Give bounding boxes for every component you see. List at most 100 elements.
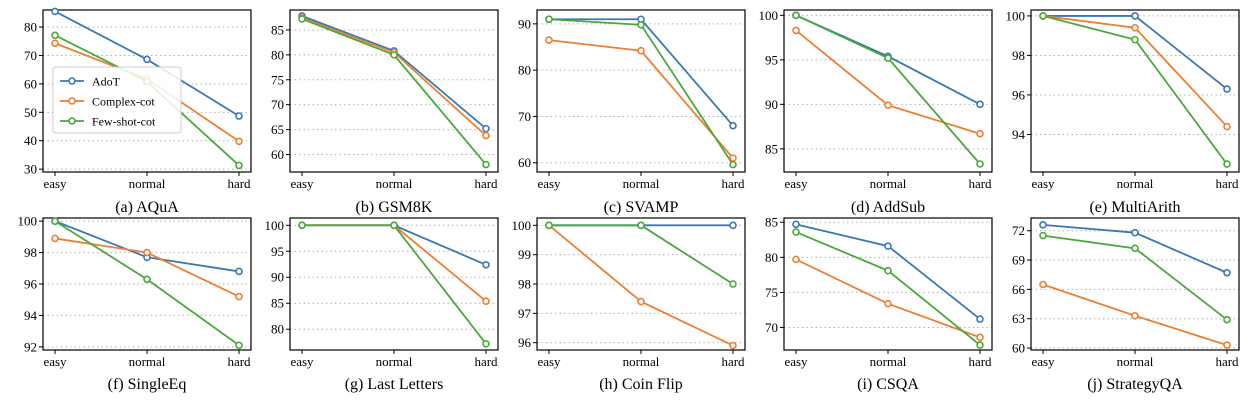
point-complex-cot <box>884 299 892 308</box>
y-tick-label: 70 <box>765 320 778 335</box>
point-complex-cot <box>51 39 59 48</box>
point-few-shot-cot <box>1131 244 1139 253</box>
point-adot <box>976 100 984 109</box>
series-line-few-shot-cot <box>301 18 487 166</box>
chart-f: 92 94 96 98 100 easy normal hard (f) SingleEq <box>18 214 252 393</box>
y-tick-label: 100 <box>759 8 779 23</box>
y-tick-label: 75 <box>271 72 284 87</box>
x-tick-label: normal <box>129 354 166 369</box>
legend-label-complex-cot: Complex-cot <box>92 95 155 109</box>
point-complex-cot <box>1223 122 1231 131</box>
x-tick-label: hard <box>1215 354 1239 369</box>
chart-b: 60 65 70 75 80 85 easy normal hard (b) GSM8K <box>271 9 499 216</box>
point-few-shot-cot <box>51 31 59 40</box>
point-few-shot-cot <box>143 275 151 284</box>
series-line-complex-cot <box>795 29 981 135</box>
point-complex-cot <box>143 248 151 257</box>
x-tick-label: hard <box>721 354 745 369</box>
y-tick-label: 100 <box>1006 8 1026 23</box>
axes-frame <box>536 9 746 173</box>
y-tick-label: 85 <box>765 215 778 230</box>
y-tick-label: 60 <box>1012 341 1025 356</box>
y-tick-label: 90 <box>271 270 284 285</box>
series-line-complex-cot <box>301 17 487 137</box>
x-tick-label: easy <box>537 354 561 369</box>
point-complex-cot <box>976 333 984 342</box>
chart-caption: (b) GSM8K <box>356 199 433 216</box>
chart-caption: (f) SingleEq <box>108 376 187 393</box>
y-tick-label: 99 <box>518 247 531 262</box>
y-tick-label: 85 <box>271 22 284 37</box>
x-tick-label: normal <box>623 176 660 191</box>
point-few-shot-cot <box>235 341 243 350</box>
y-tick-label: 80 <box>24 20 37 35</box>
point-adot <box>1223 268 1231 277</box>
point-few-shot-cot <box>298 15 306 23</box>
point-few-shot-cot <box>884 266 892 275</box>
x-tick-label: hard <box>721 176 745 191</box>
point-complex-cot <box>1039 280 1047 289</box>
chart-j: 60 63 66 69 72 easy normal hard (j) StrategyQA <box>1012 217 1240 393</box>
y-tick-label: 98 <box>518 277 531 292</box>
chart-caption: (e) MultiArith <box>1089 199 1180 216</box>
point-adot <box>1223 85 1231 93</box>
y-tick-label: 75 <box>765 285 778 300</box>
point-few-shot-cot <box>976 341 984 349</box>
y-tick-label: 70 <box>24 48 37 63</box>
point-few-shot-cot <box>1039 12 1047 20</box>
chart-i: 70 75 80 85 easy normal hard (i) CSQA <box>765 215 993 393</box>
y-tick-label: 94 <box>1012 127 1026 142</box>
point-few-shot-cot <box>1223 160 1231 168</box>
point-complex-cot <box>637 46 645 55</box>
point-complex-cot <box>792 26 800 35</box>
point-adot <box>976 315 984 323</box>
point-complex-cot <box>729 341 737 350</box>
point-few-shot-cot <box>637 21 645 29</box>
x-tick-label: easy <box>784 176 808 191</box>
y-tick-label: 80 <box>765 250 778 265</box>
point-few-shot-cot <box>729 160 737 169</box>
y-tick-label: 70 <box>271 97 284 112</box>
point-few-shot-cot <box>545 221 553 230</box>
point-adot <box>482 260 490 269</box>
series-line-few-shot-cot <box>302 224 487 345</box>
y-tick-label: 95 <box>765 52 778 67</box>
legend-label-few-shot-cot: Few-shot-cot <box>92 115 156 129</box>
point-complex-cot <box>637 297 645 306</box>
y-tick-label: 60 <box>271 147 284 162</box>
y-tick-label: 92 <box>24 339 37 354</box>
axes-frame <box>783 9 993 173</box>
point-complex-cot <box>235 137 243 146</box>
y-tick-label: 72 <box>1012 223 1025 238</box>
x-tick-label: easy <box>43 176 67 191</box>
y-tick-label: 60 <box>518 155 531 170</box>
series-line-complex-cot <box>548 39 734 159</box>
y-tick-label: 100 <box>512 218 532 233</box>
chart-g: 80 85 90 95 100 easy normal hard (g) Last Letter… <box>265 217 499 393</box>
point-few-shot-cot <box>51 217 59 225</box>
point-adot <box>143 55 151 64</box>
series-line-adot <box>302 224 487 266</box>
y-tick-label: 95 <box>271 244 284 259</box>
x-tick-label: normal <box>1117 354 1154 369</box>
chart-caption: (j) StrategyQA <box>1087 376 1183 393</box>
y-tick-label: 96 <box>24 277 38 292</box>
x-tick-label: normal <box>870 354 907 369</box>
y-tick-label: 80 <box>271 47 284 62</box>
x-tick-label: hard <box>474 354 498 369</box>
y-tick-label: 63 <box>1012 311 1025 326</box>
series-line-complex-cot <box>302 224 487 302</box>
point-complex-cot <box>1131 311 1139 320</box>
point-complex-cot <box>545 36 553 44</box>
point-few-shot-cot <box>482 160 490 169</box>
point-adot <box>235 267 243 276</box>
legend: AdoT Complex-cot Few-shot-cot <box>52 66 182 134</box>
axes-frame <box>289 217 499 351</box>
x-tick-label: easy <box>537 176 561 191</box>
y-tick-label: 96 <box>1012 87 1026 102</box>
x-tick-label: hard <box>968 354 992 369</box>
legend-marker-few-shot-cot <box>68 117 76 125</box>
chart-caption: (c) SVAMP <box>604 199 679 216</box>
chart-a: 30 40 50 60 70 80 easy normal hard (a) AQuA AdoT Co… <box>24 7 252 216</box>
point-complex-cot <box>976 129 984 138</box>
